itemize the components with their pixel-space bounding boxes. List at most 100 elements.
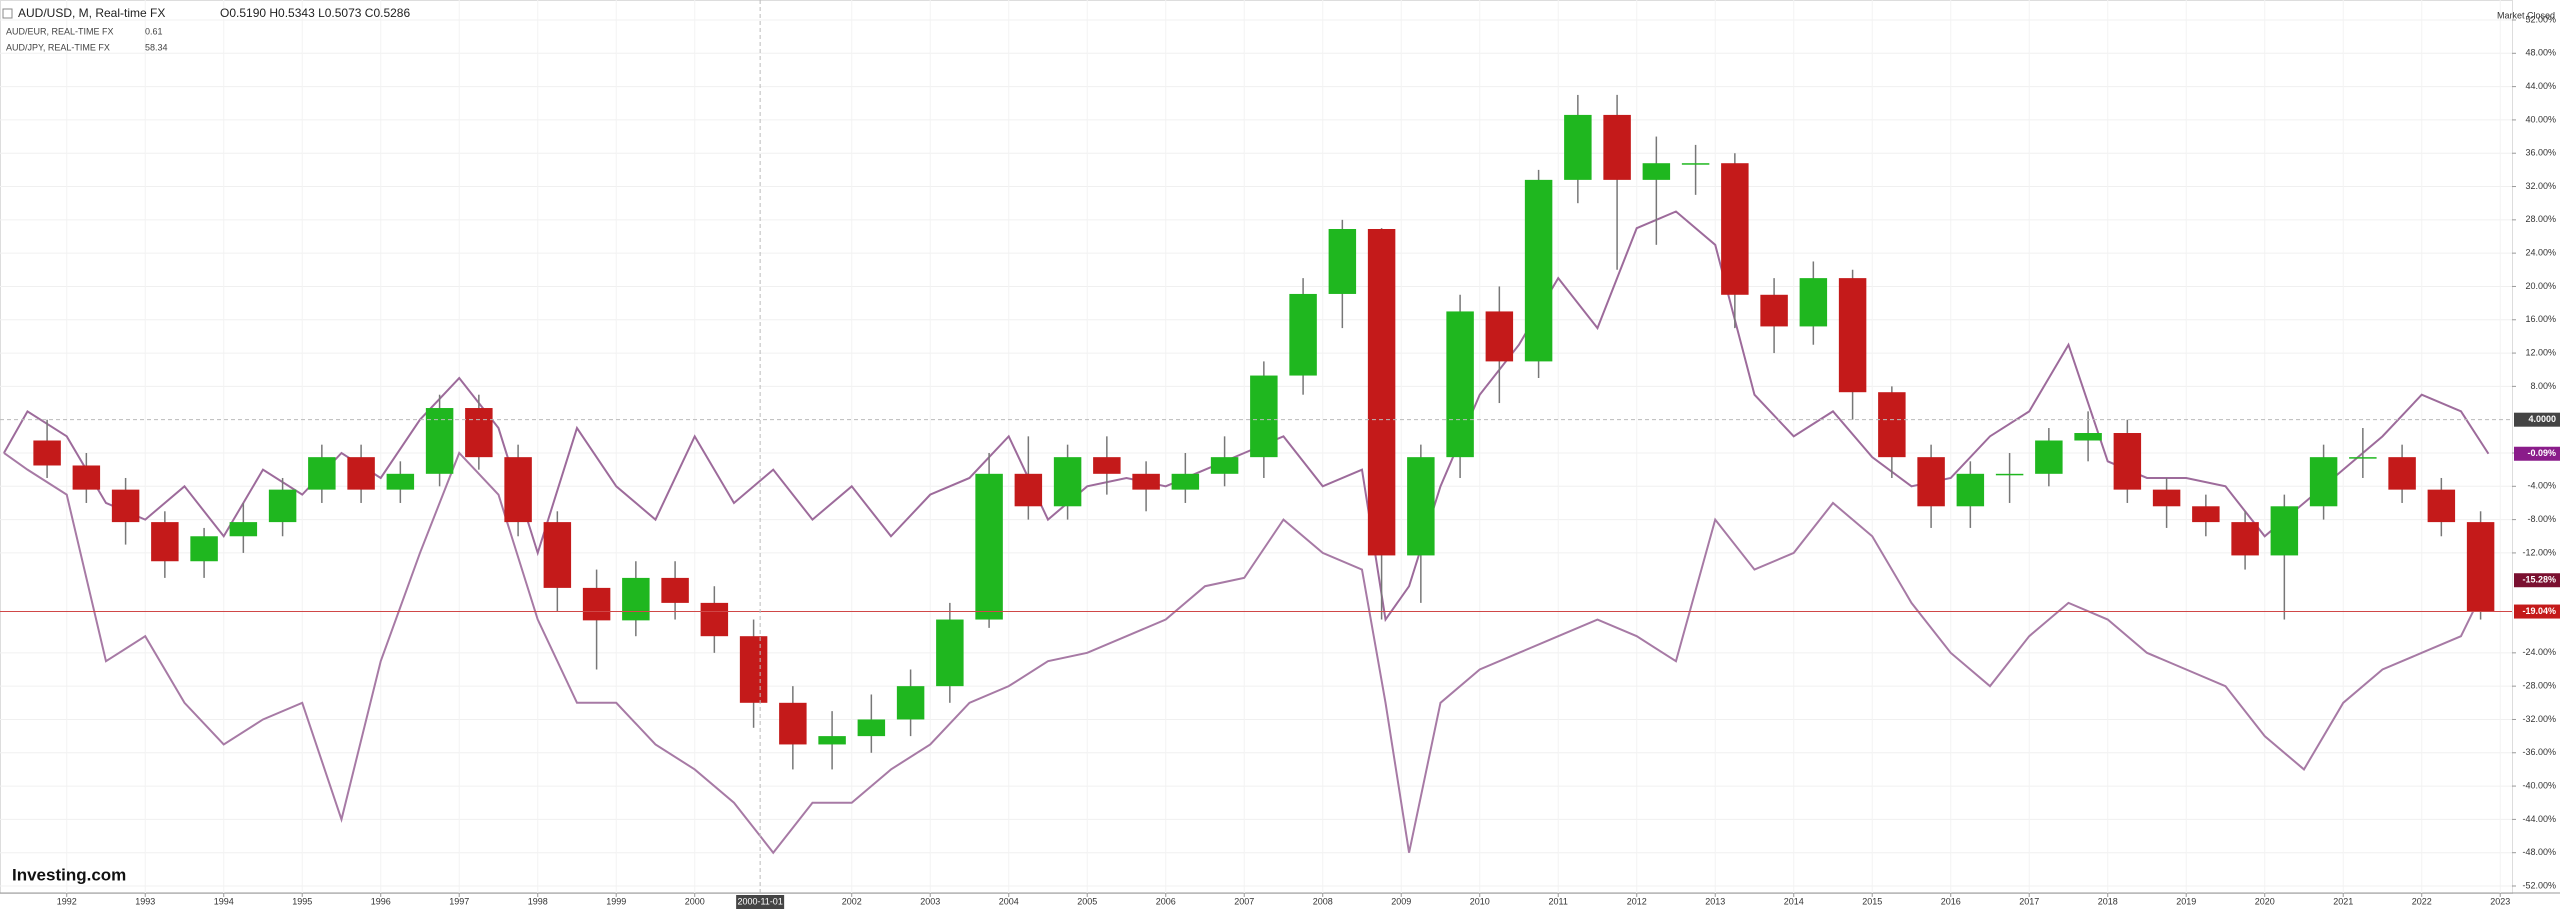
x-tick-label: 2013 <box>1705 896 1725 906</box>
candle-body <box>2388 457 2416 490</box>
candle-body <box>33 440 61 466</box>
y-tick-label: -4.00% <box>2527 481 2556 491</box>
y-tick-label: 16.00% <box>2525 314 2556 324</box>
collapse-icon[interactable] <box>2 8 13 19</box>
candle-body <box>543 522 572 588</box>
candle-body <box>1642 163 1671 180</box>
candle-body <box>857 719 886 737</box>
candle-body <box>1485 311 1514 362</box>
candle-body <box>975 473 1003 620</box>
candle-body <box>1878 392 1906 458</box>
candle-body <box>1093 457 1121 474</box>
y-tick-label: 24.00% <box>2525 248 2556 258</box>
candle-body <box>2152 489 2181 507</box>
legend-entry: AUD/EUR, REAL-TIME FX <box>6 26 114 36</box>
price-label-box <box>2514 573 2560 588</box>
watermark: Investing.com <box>12 865 126 884</box>
x-tick-label: 1993 <box>135 896 155 906</box>
candle-body <box>622 577 650 621</box>
legend-entry: AUD/JPY, REAL-TIME FX <box>6 42 110 52</box>
candle-body <box>1524 179 1553 362</box>
candle-body <box>1250 375 1278 458</box>
price-label: -0.09% <box>2527 448 2556 458</box>
x-tick-label: 2008 <box>1313 896 1333 906</box>
crosshair-x-label: 2000-11-01 <box>737 896 782 906</box>
candle-body <box>1446 311 1474 458</box>
overlay-line <box>3 451 2490 855</box>
candle-body <box>2035 440 2063 474</box>
candle-body <box>739 636 768 703</box>
candle-body <box>1603 114 1631 180</box>
y-tick-label: 20.00% <box>2525 281 2556 291</box>
x-tick-label: 2011 <box>1549 896 1568 906</box>
candle-body <box>465 408 493 458</box>
market-status: Market Closed <box>2497 10 2555 20</box>
x-tick-label: 2018 <box>2098 896 2118 906</box>
y-tick-label: 48.00% <box>2525 48 2556 58</box>
candle-body <box>111 489 140 523</box>
y-tick-label: -12.00% <box>2522 547 2556 557</box>
x-tick-label: 2012 <box>1627 896 1647 906</box>
candle-body <box>1328 228 1357 294</box>
candle-body <box>347 457 375 490</box>
candle-body <box>1014 473 1043 507</box>
x-tick-label: 1994 <box>214 896 234 906</box>
y-tick-label: 8.00% <box>2530 381 2556 391</box>
x-tick-label: 1997 <box>449 896 469 906</box>
candle-body <box>661 577 689 603</box>
y-tick-label: -40.00% <box>2522 780 2556 790</box>
candle-body <box>229 522 258 537</box>
ohlc-text: O0.5190 H0.5343 L0.5073 C0.5286 <box>220 6 410 20</box>
y-tick-label: -32.00% <box>2522 714 2556 724</box>
candle-body <box>1564 114 1592 180</box>
candle-body <box>582 587 611 621</box>
candle-body <box>1917 457 1945 507</box>
x-tick-label: 2009 <box>1391 896 1411 906</box>
crosshair-y-box <box>2514 412 2560 427</box>
candle-body <box>1838 278 1867 393</box>
candle-body <box>308 457 336 490</box>
x-tick-label: 2000 <box>685 896 705 906</box>
candle-body <box>386 473 415 490</box>
candle-body <box>1760 294 1788 327</box>
candle-body <box>1956 473 1985 507</box>
candle-body <box>2231 522 2259 556</box>
candle-body <box>1053 457 1082 507</box>
x-tick-label: 2014 <box>1784 896 1804 906</box>
y-tick-label: 40.00% <box>2525 114 2556 124</box>
candle-body <box>779 702 807 745</box>
candle-body <box>151 522 179 562</box>
candle-body <box>1681 163 1710 165</box>
y-tick-label: -36.00% <box>2522 747 2556 757</box>
candle-body <box>896 686 925 720</box>
price-label: -19.04% <box>2522 606 2556 616</box>
x-tick-label: 1996 <box>371 896 391 906</box>
x-tick-label: 2023 <box>2490 896 2510 906</box>
chart-title: AUD/USD, M, Real-time FX <box>18 6 165 20</box>
x-tick-label: 2019 <box>2176 896 2196 906</box>
y-tick-label: 44.00% <box>2525 81 2556 91</box>
x-tick-label: 1999 <box>606 896 626 906</box>
candle-body <box>936 619 964 687</box>
marks <box>3 94 2495 855</box>
x-tick-label: 2004 <box>999 896 1019 906</box>
y-tick-label: 12.00% <box>2525 347 2556 357</box>
x-tick-label: 2007 <box>1234 896 1254 906</box>
candle-body <box>504 457 532 523</box>
x-tick-label: 2015 <box>1862 896 1882 906</box>
x-tick-label: 2003 <box>920 896 940 906</box>
legend-value: 58.34 <box>145 42 168 52</box>
candle-body <box>72 465 101 490</box>
candle-body <box>1132 473 1160 490</box>
candle-body <box>2270 506 2299 556</box>
x-tick-label: 2010 <box>1470 896 1490 906</box>
x-tick-label: 2022 <box>2412 896 2432 906</box>
y-tick-label: -8.00% <box>2527 514 2556 524</box>
candle-body <box>2466 522 2495 612</box>
y-tick-label: -28.00% <box>2522 681 2556 691</box>
x-tick-label: 2002 <box>842 896 862 906</box>
